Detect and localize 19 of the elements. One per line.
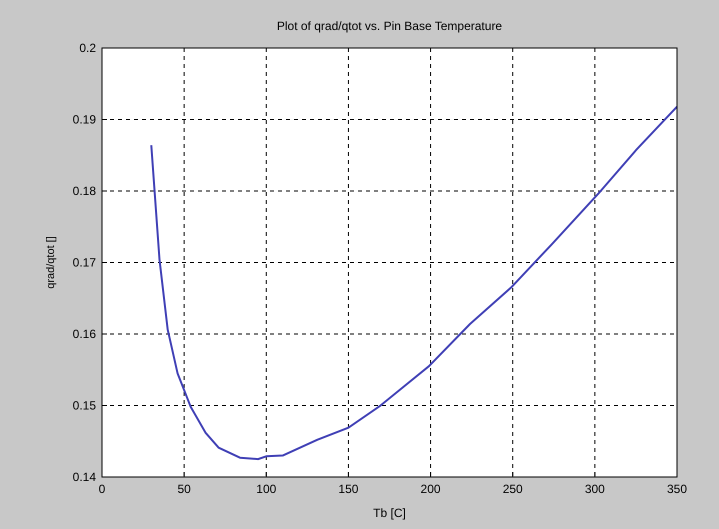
y-tick-label: 0.2: [79, 41, 96, 55]
x-tick-label: 250: [502, 482, 524, 496]
y-tick-label: 0.14: [72, 470, 96, 484]
x-tick-label: 300: [584, 482, 606, 496]
y-tick-label: 0.19: [72, 112, 96, 126]
y-tick-label: 0.15: [72, 398, 96, 412]
y-tick-label: 0.18: [72, 184, 96, 198]
line-series: [150, 106, 678, 460]
x-axis-title: Tb [C]: [373, 506, 406, 520]
y-axis-title: qrad/qtot []: [45, 236, 57, 289]
x-tick-label: 0: [98, 482, 106, 496]
x-tick-label: 350: [666, 482, 688, 496]
y-tick-label: 0.16: [72, 327, 96, 341]
x-tick-label: 200: [420, 482, 441, 496]
x-tick-label: 100: [256, 482, 277, 496]
x-tick-label: 50: [177, 482, 192, 496]
chart-title: Plot of qrad/qtot vs. Pin Base Temperature: [276, 19, 502, 33]
y-tick-label: 0.17: [72, 256, 96, 270]
x-tick-label: 150: [338, 482, 359, 496]
